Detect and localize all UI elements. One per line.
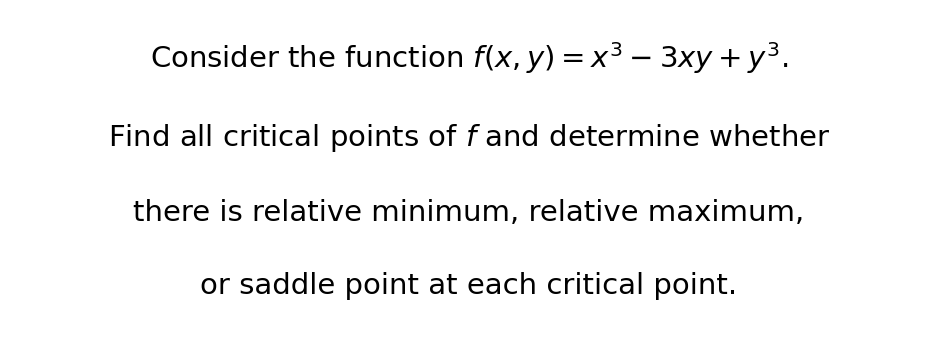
Text: Consider the function $f(x, y) = x^3 - 3xy + y^3$.: Consider the function $f(x, y) = x^3 - 3…: [150, 41, 788, 76]
Text: Find all critical points of $f$ and determine whether: Find all critical points of $f$ and dete…: [108, 121, 830, 154]
Text: there is relative minimum, relative maximum,: there is relative minimum, relative maxi…: [133, 199, 805, 227]
Text: or saddle point at each critical point.: or saddle point at each critical point.: [201, 271, 737, 300]
